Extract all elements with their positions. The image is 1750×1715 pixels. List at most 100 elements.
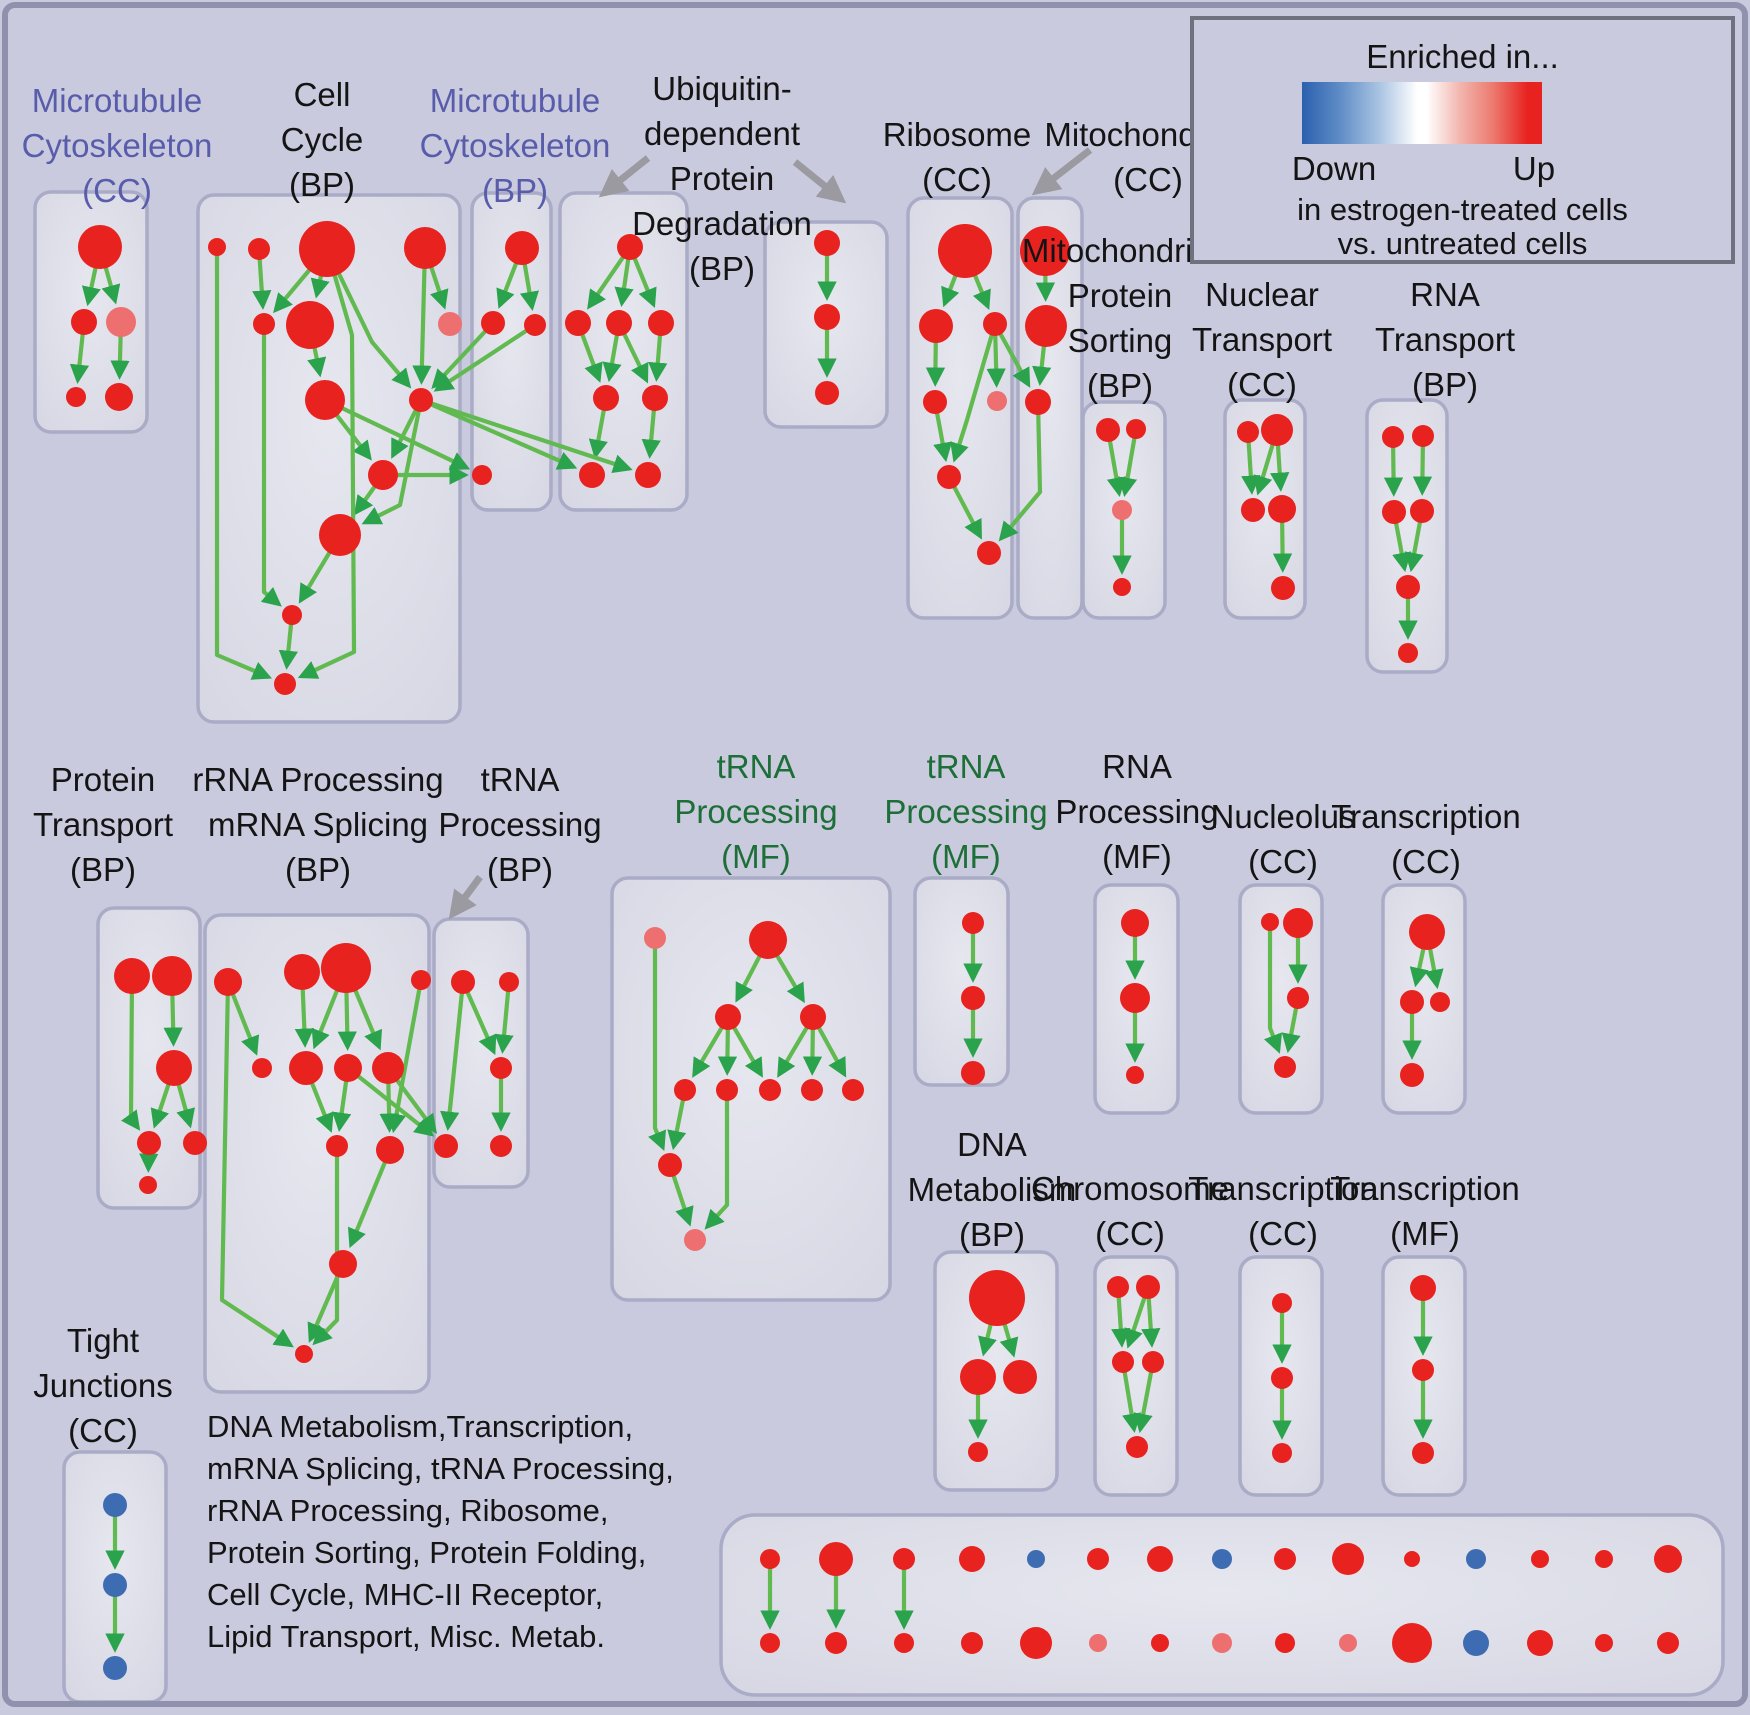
misc-cluster-node	[893, 1548, 915, 1570]
edge-arrow	[704, 1090, 730, 1230]
chromosome-cc-label: Chromosome (CC)	[1030, 1170, 1230, 1252]
microtubule-cytoskeleton-bp-node	[481, 311, 505, 335]
misc-cluster-node	[1275, 1633, 1295, 1653]
protein-transport-bp-node	[137, 1131, 161, 1155]
nuclear-transport-cc-label: Nuclear Transport (CC)	[1192, 276, 1332, 403]
misc-cluster-node	[825, 1632, 847, 1654]
mitochondrion-cc-node	[1025, 389, 1051, 415]
cell-cycle-bp-node	[274, 673, 296, 695]
trna-processing-mf-1-node	[674, 1079, 696, 1101]
edge-arrow	[1263, 922, 1283, 1054]
microtubule-cytoskeleton-cc-node	[106, 307, 136, 337]
transcription-cc-row2-node	[1400, 1063, 1424, 1087]
edge-arrow	[121, 975, 141, 1131]
ubiquitin-degradation-bp-small-node	[814, 304, 840, 330]
ubiquitin-degradation-bp-main-node	[565, 310, 591, 336]
nucleolus-cc-node	[1261, 913, 1279, 931]
transcription-mf-node	[1410, 1275, 1436, 1301]
chromosome-cc-node	[1136, 1275, 1160, 1299]
protein-transport-bp-label: Protein Transport (BP)	[33, 761, 173, 888]
nucleolus-cc-node	[1274, 1056, 1296, 1078]
cell-cycle-bp-label: Cell Cycle (BP)	[280, 76, 364, 203]
transcription-cc-row2-label: Transcription (CC)	[1331, 798, 1521, 880]
transcription-cc-row2-node	[1409, 914, 1445, 950]
rrna-processing-mrna-splicing-bp-node	[214, 968, 242, 996]
chromosome-cc-node	[1142, 1351, 1164, 1373]
trna-processing-mf-2-node	[962, 912, 984, 934]
tight-junctions-cc-node	[103, 1573, 127, 1597]
ubiquitin-degradation-bp-main-node	[648, 310, 674, 336]
chromosome-cc-node	[1112, 1351, 1134, 1373]
mitochondrion-cc-node	[1025, 305, 1067, 347]
ribosome-cc-label: Ribosome (CC)	[882, 116, 1032, 198]
legend-title: Enriched in...	[1366, 38, 1559, 75]
microtubule-cytoskeleton-bp-node	[524, 314, 546, 336]
trna-processing-bp-node	[499, 972, 519, 992]
edge-arrow	[792, 159, 847, 204]
edge-arrow	[260, 324, 282, 607]
misc-cluster-node	[1212, 1549, 1232, 1569]
ribosome-cc-node	[987, 391, 1007, 411]
misc-cluster-node	[1463, 1630, 1489, 1656]
ribosome-cc-node	[983, 312, 1007, 336]
cell-cycle-bp-node	[404, 227, 446, 269]
misc-cluster-node	[1392, 1623, 1432, 1663]
nuclear-transport-cc-node	[1261, 414, 1293, 446]
dna-metabolism-bp-node	[969, 1270, 1025, 1326]
misc-cluster-node	[1212, 1633, 1232, 1653]
nuclear-transport-cc-node	[1237, 421, 1259, 443]
rrna-processing-mrna-splicing-bp-node	[329, 1250, 357, 1278]
tight-junctions-cc-node	[103, 1493, 127, 1517]
rna-processing-mf-label: RNA Processing (MF)	[1055, 748, 1219, 875]
protein-transport-bp-node	[156, 1050, 192, 1086]
misc-cluster-node	[1151, 1634, 1169, 1652]
rna-transport-bp-node	[1410, 499, 1434, 523]
rrna-processing-mrna-splicing-bp-node	[252, 1058, 272, 1078]
cell-cycle-bp-node	[248, 238, 270, 260]
edge-arrow	[1118, 428, 1139, 498]
edge-arrow	[998, 401, 1043, 542]
trna-processing-mf-1-node	[842, 1079, 864, 1101]
trna-processing-bp-node	[451, 970, 475, 994]
transcription-cc-row3-label: Transcription (CC)	[1188, 1170, 1378, 1252]
edge-arrow	[420, 398, 578, 470]
cell-cycle-bp-node	[253, 313, 275, 335]
nuclear-transport-cc-node	[1268, 495, 1296, 523]
misc-categories-note: DNA Metabolism,Transcription, mRNA Splic…	[207, 1409, 674, 1654]
transcription-mf-label: Transcription (MF)	[1330, 1170, 1520, 1252]
edge-arrow	[1133, 1361, 1156, 1434]
edge-arrow	[440, 981, 466, 1131]
misc-cluster-node	[1332, 1543, 1364, 1575]
tight-junctions-cc-node	[103, 1656, 127, 1680]
edge-arrow	[494, 981, 514, 1054]
misc-cluster-node	[1654, 1545, 1682, 1573]
edge-arrow	[433, 323, 537, 392]
rna-transport-bp-node	[1412, 425, 1434, 447]
transcription-cc-row3-node	[1272, 1443, 1292, 1463]
edge-arrow	[214, 247, 272, 680]
nucleolus-cc-node	[1287, 987, 1309, 1009]
transcription-cc-row2-node	[1430, 992, 1450, 1012]
edge-arrow	[950, 323, 998, 463]
edge-arrow	[648, 938, 667, 1151]
mitochondrion-cc-box	[1016, 196, 1084, 620]
misc-cluster-node	[1274, 1548, 1296, 1570]
trna-processing-mf-1-node	[801, 1079, 823, 1101]
ribosome-cc-node	[923, 390, 947, 414]
misc-cluster-node	[1020, 1627, 1052, 1659]
trna-processing-mf-1-node	[684, 1229, 706, 1251]
microtubule-cytoskeleton-bp-node	[472, 465, 492, 485]
ubiquitin-degradation-bp-main-node	[617, 234, 643, 260]
misc-cluster-node	[1339, 1634, 1357, 1652]
misc-cluster-node	[1595, 1550, 1613, 1568]
misc-cluster-node	[760, 1633, 780, 1653]
misc-cluster-node	[961, 1632, 983, 1654]
dna-metabolism-bp-node	[960, 1359, 996, 1395]
edge-arrow	[361, 399, 424, 525]
cell-cycle-bp-node	[409, 388, 433, 412]
mitochondrial-protein-sorting-bp-node	[1113, 578, 1131, 596]
trna-processing-mf-2-label: tRNA Processing (MF)	[884, 748, 1048, 875]
rrna-processing-mrna-splicing-bp-node	[411, 970, 431, 990]
chromosome-cc-box	[1093, 1255, 1179, 1497]
